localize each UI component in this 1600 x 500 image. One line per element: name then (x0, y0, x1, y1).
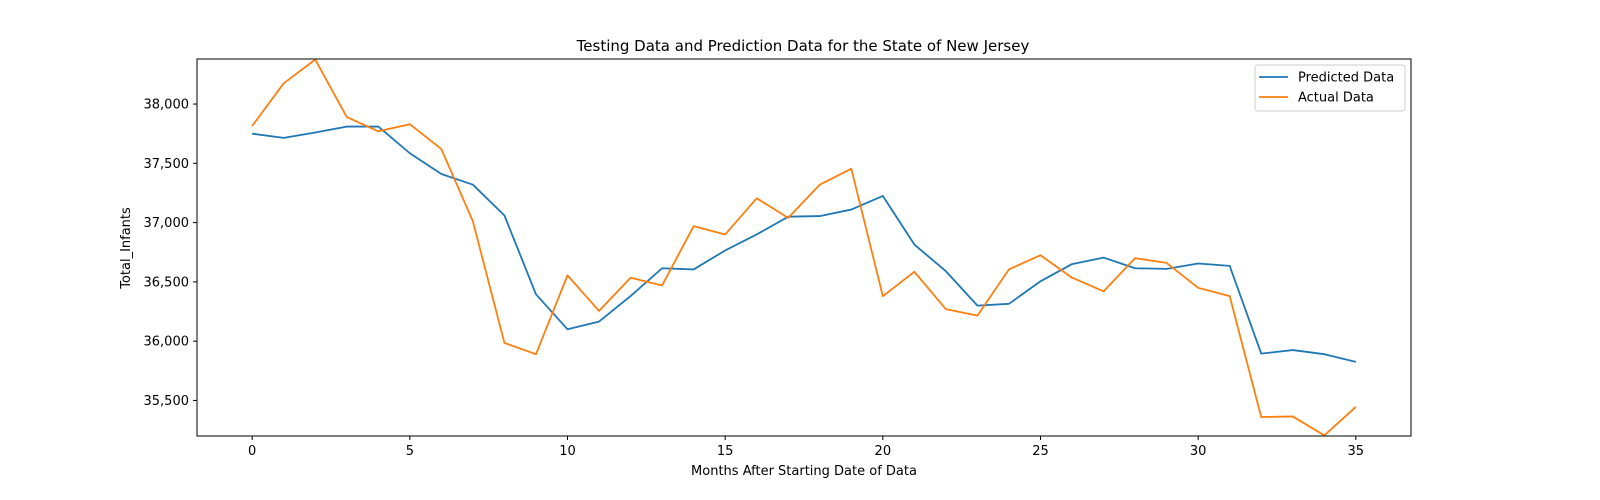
x-tick-label: 0 (248, 444, 256, 459)
x-tick-label: 15 (717, 444, 734, 459)
series-line-predicted (252, 125, 1357, 363)
chart-title: Testing Data and Prediction Data for the… (576, 37, 1030, 55)
x-tick-label: 10 (559, 444, 576, 459)
y-tick-label: 37,000 (144, 216, 190, 231)
legend-box (1254, 64, 1406, 112)
x-tick-label: 30 (1190, 444, 1207, 459)
x-axis: 0 5 10 15 20 25 30 35 (248, 436, 1364, 459)
y-tick-label: 37,500 (144, 157, 190, 172)
plot-frame (196, 58, 1412, 437)
legend: Predicted Data Actual Data (1254, 64, 1406, 112)
y-axis-label: Total_Infants (119, 207, 134, 290)
y-axis: 35,500 36,000 36,500 37,000 37,500 38,000 (144, 98, 197, 409)
x-tick-label: 25 (1032, 444, 1049, 459)
y-tick-label: 38,000 (144, 98, 190, 113)
legend-label: Predicted Data (1298, 71, 1394, 86)
y-tick-label: 36,000 (144, 335, 190, 350)
series-layer (251, 59, 1357, 436)
x-tick-label: 20 (875, 444, 892, 459)
x-axis-label: Months After Starting Date of Data (691, 464, 917, 479)
y-tick-label: 36,500 (144, 275, 190, 290)
x-tick-label: 5 (406, 444, 414, 459)
x-tick-label: 35 (1348, 444, 1365, 459)
legend-label: Actual Data (1298, 91, 1374, 106)
y-tick-label: 35,500 (144, 394, 190, 409)
series-line-actual (251, 59, 1357, 436)
